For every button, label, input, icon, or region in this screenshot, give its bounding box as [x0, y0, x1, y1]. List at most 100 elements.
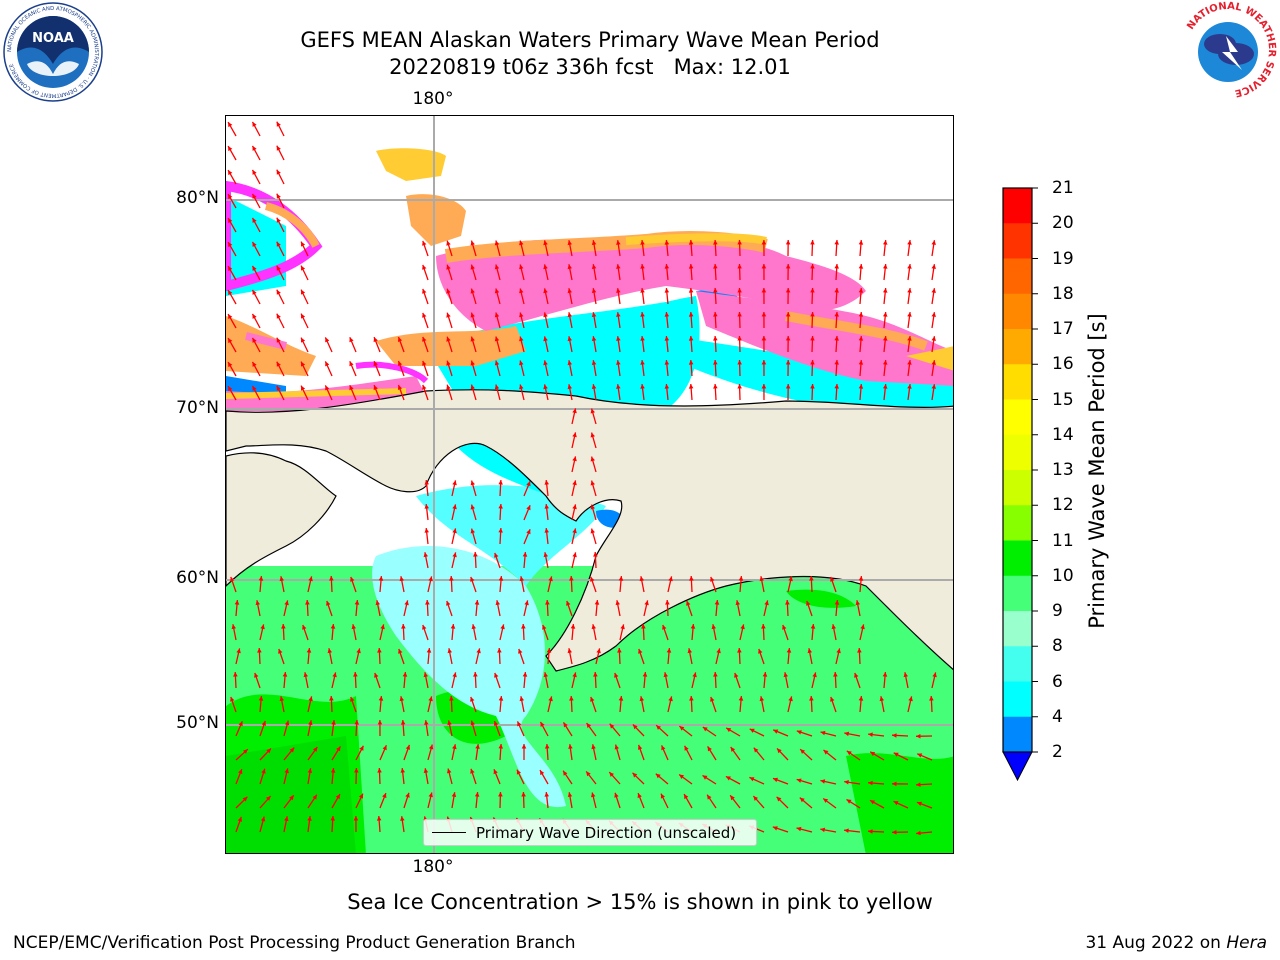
wave-direction-arrowhead	[252, 385, 257, 391]
wave-direction-arrowhead	[400, 720, 406, 725]
wave-direction-arrowhead	[932, 672, 937, 678]
wave-direction-arrowhead	[590, 576, 595, 582]
wave-direction-arrowhead	[470, 384, 475, 390]
wave-direction-arrowhead	[423, 768, 429, 773]
wave-direction-arrowhead	[931, 360, 936, 365]
wave-direction-arrowhead	[710, 696, 715, 702]
wave-period-map	[226, 116, 953, 853]
wave-direction-arrowhead	[892, 781, 897, 787]
wave-direction-arrowhead	[713, 312, 718, 317]
wave-direction-arrowhead	[397, 361, 403, 366]
wave-direction-arrowhead	[373, 361, 378, 367]
wave-direction-arrowhead	[423, 552, 428, 558]
wave-direction-arrowhead	[544, 480, 549, 485]
wave-direction-arrowhead	[470, 336, 475, 342]
wave-direction-arrowhead	[331, 720, 336, 725]
wave-direction-arrowhead	[713, 240, 718, 245]
wave-direction-arrowhead	[377, 768, 382, 773]
wave-direction-arrowhead	[258, 696, 264, 701]
wave-direction-arrowhead	[301, 385, 306, 391]
wave-direction-arrowhead	[593, 672, 598, 677]
wave-direction-arrowhead	[473, 552, 478, 557]
wave-direction-arrowhead	[796, 730, 802, 735]
wave-direction-arrowhead	[737, 288, 742, 293]
wave-direction-arrowhead	[640, 360, 645, 365]
wave-direction-arrowhead	[931, 336, 936, 341]
wave-direction-arrowhead	[809, 576, 814, 581]
lat-label-80: 80°N	[176, 188, 219, 208]
wave-direction-arrowhead	[836, 648, 841, 654]
wave-direction-arrowhead	[664, 336, 670, 341]
wave-direction-arrowhead	[452, 552, 457, 558]
noaa-logo-text: NOAA	[32, 31, 74, 46]
wave-direction-arrowhead	[590, 696, 595, 702]
colorbar-tick-label: 8	[1052, 636, 1063, 657]
wave-direction-arrowhead	[903, 672, 908, 678]
wave-direction-arrowhead	[783, 672, 788, 678]
wave-direction-arrowhead	[498, 792, 503, 797]
wave-direction-arrowhead	[450, 624, 456, 629]
wave-direction-arrowhead	[279, 696, 284, 702]
wave-direction-arrowhead	[252, 289, 257, 295]
wave-direction-arrowhead	[424, 480, 429, 485]
wave-direction-arrowhead	[252, 337, 257, 343]
wave-direction-arrowhead	[470, 768, 475, 774]
wave-direction-arrowhead	[307, 816, 312, 821]
wave-direction-arrowhead	[858, 312, 864, 317]
wave-direction-arrowhead	[498, 528, 503, 533]
colorbar-cell	[1003, 646, 1032, 682]
wave-direction-arrowhead	[796, 778, 802, 783]
wave-direction-arrowhead	[350, 576, 355, 582]
wave-direction-arrowhead	[664, 264, 670, 269]
wave-direction-arrowhead	[616, 264, 621, 269]
wave-direction-arrowhead	[336, 746, 341, 752]
wave-direction-arrowhead	[452, 480, 457, 486]
wave-direction-arrowhead	[591, 240, 597, 245]
wave-direction-arrowhead	[868, 829, 873, 834]
wave-direction-arrowhead	[662, 624, 667, 630]
wave-direction-arrowhead	[284, 600, 289, 606]
wave-direction-arrowhead	[308, 576, 313, 582]
wave-direction-arrowhead	[844, 780, 849, 785]
wave-direction-arrowhead	[446, 384, 451, 390]
wave-direction-arrowhead	[632, 724, 638, 730]
wave-direction-arrowhead	[614, 672, 619, 678]
wave-direction-arrowhead	[237, 816, 242, 822]
wave-direction-arrowhead	[428, 696, 433, 702]
wave-direction-arrowhead	[402, 672, 408, 677]
noaa-logo: NATIONAL OCEANIC AND ATMOSPHERIC ADMINIS…	[3, 2, 103, 102]
wave-direction-arrowhead	[834, 264, 839, 269]
wave-direction-arrowhead	[255, 600, 260, 606]
wave-direction-arrowhead	[449, 576, 454, 581]
wave-direction-arrowhead	[858, 696, 864, 701]
colorbar-label: Primary Wave Mean Period [s]	[1085, 313, 1109, 629]
wave-direction-arrowhead	[759, 576, 764, 582]
wave-direction-arrowhead	[796, 826, 802, 832]
wave-direction-arrowhead	[664, 288, 670, 293]
colorbar-cell	[1003, 399, 1032, 436]
colorbar-tick-label: 6	[1052, 671, 1063, 692]
wave-direction-arrowhead	[354, 720, 359, 725]
wave-direction-arrowhead	[521, 792, 526, 797]
wave-direction-arrowhead	[276, 145, 281, 151]
wave-direction-arrowhead	[725, 776, 731, 781]
wave-direction-arrowhead	[858, 264, 864, 269]
lat-label-60: 60°N	[176, 568, 219, 588]
wave-direction-arrowhead	[470, 720, 475, 726]
wave-direction-arrowhead	[494, 360, 500, 366]
wave-direction-arrowhead	[543, 312, 548, 318]
wave-direction-arrowhead	[498, 744, 503, 749]
wave-direction-arrowhead	[823, 798, 829, 803]
wave-direction-arrowhead	[474, 600, 480, 605]
wave-direction-arrowhead	[540, 770, 545, 776]
wave-direction-arrowhead	[834, 240, 839, 245]
wave-direction-arrowhead	[773, 777, 778, 783]
wave-direction-arrowhead	[620, 624, 625, 630]
wave-direction-arrowhead	[329, 696, 334, 701]
wave-direction-arrowhead	[242, 796, 248, 802]
wave-direction-arrowhead	[834, 336, 839, 341]
wave-direction-arrowhead	[664, 312, 670, 317]
wave-direction-arrowhead	[689, 696, 694, 701]
colorbar-cell	[1003, 223, 1032, 259]
wave-direction-arrowhead	[931, 288, 936, 293]
